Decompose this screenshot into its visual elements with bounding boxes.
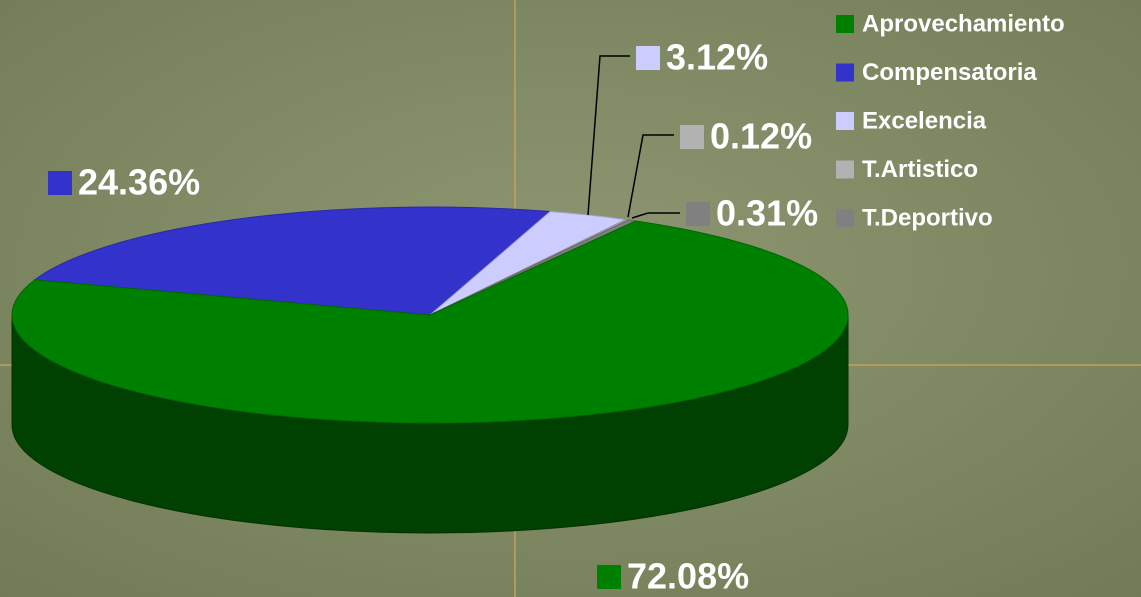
legend-label: T.Deportivo xyxy=(862,204,993,231)
legend: Aprovechamiento Compensatoria Excelencia T.… xyxy=(836,10,1065,231)
legend-swatch xyxy=(836,63,854,82)
leader-line xyxy=(587,55,630,216)
slice xyxy=(33,206,552,316)
labels: 72.08% 24.36% 3.12% 0.12% 0.31% xyxy=(48,37,818,597)
label-swatch xyxy=(636,46,660,70)
label-swatch xyxy=(597,565,621,589)
value-label: 24.36% xyxy=(78,162,200,203)
label-swatch xyxy=(680,125,704,149)
legend-swatch xyxy=(836,112,854,130)
value-label: 3.12% xyxy=(666,37,768,78)
value-label: 0.31% xyxy=(716,193,818,234)
legend-label: T.Artistico xyxy=(862,156,978,183)
pie xyxy=(11,206,849,534)
legend-swatch xyxy=(836,209,854,227)
legend-swatch xyxy=(836,15,854,33)
leader-line xyxy=(627,134,674,218)
slice xyxy=(11,220,849,424)
label-swatch xyxy=(48,171,72,195)
label-swatch xyxy=(686,202,710,226)
legend-label: Excelencia xyxy=(862,107,987,134)
value-label: 72.08% xyxy=(627,556,749,597)
value-label: 0.12% xyxy=(710,116,812,157)
legend-label: Compensatoria xyxy=(862,59,1037,86)
legend-swatch xyxy=(836,160,854,179)
legend-label: Aprovechamiento xyxy=(862,10,1065,37)
leader-line xyxy=(631,212,680,219)
